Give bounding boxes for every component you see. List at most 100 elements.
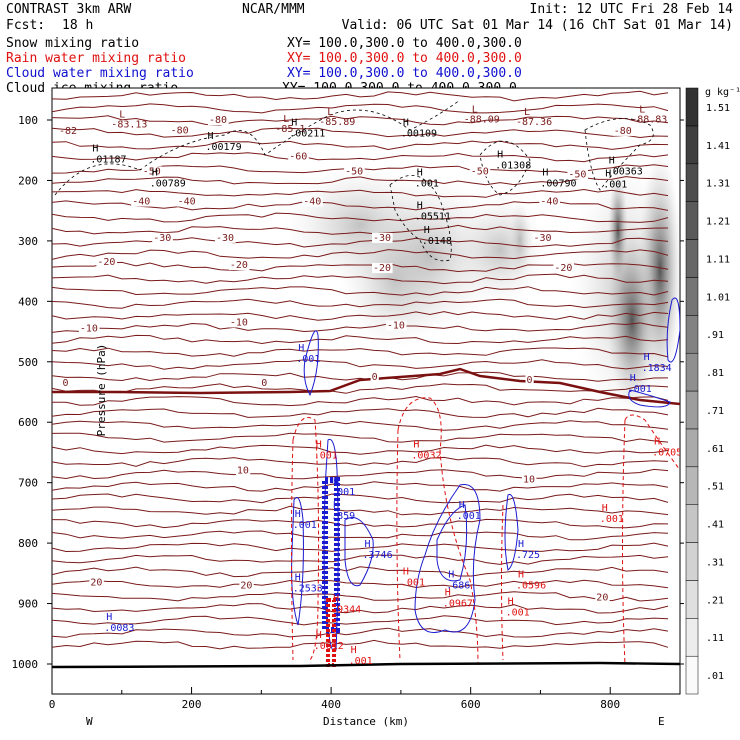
ground-line <box>52 661 680 669</box>
cloud-water-max-marker: H <box>333 500 339 511</box>
temperature-label-bg <box>141 166 163 177</box>
temperature-contour-line <box>52 591 669 602</box>
cloud-water-max-marker: H <box>295 573 301 584</box>
colorbar-segment <box>685 163 699 202</box>
cloud-water-max-value: .1834 <box>642 363 672 374</box>
x-tick-label: 200 <box>182 698 202 711</box>
snow-shading <box>285 150 680 420</box>
y-tick-label: 1000 <box>12 658 39 671</box>
snow-ice-max-value: .05511 <box>415 212 451 223</box>
temperature-label-bg <box>469 166 491 177</box>
temperature-label-bg <box>176 196 198 207</box>
snow-ice-max-marker: H <box>417 201 423 212</box>
temperature-label: -80 <box>614 126 632 137</box>
temperature-label: -30 <box>153 233 171 244</box>
cloud-water-contours <box>291 297 680 652</box>
org-title: NCAR/MMM <box>242 2 305 17</box>
colorbar-label: .01 <box>706 671 724 682</box>
temperature-contour-line <box>52 127 669 139</box>
cloud-water-max-marker: H <box>295 509 301 520</box>
temperature-label: -30 <box>373 233 391 244</box>
temperature-contour-line <box>52 212 669 223</box>
temperature-contour-line <box>52 627 669 638</box>
cloud-water-max-marker: H <box>644 352 650 363</box>
fcst-value: 18 h <box>62 18 93 33</box>
snow-ice-max-marker: H <box>605 169 611 180</box>
snow-ice-max-value: .01308 <box>495 160 531 171</box>
temperature-label: 20 <box>90 577 102 588</box>
snow-ice-max-marker: H <box>92 143 98 154</box>
temperature-contour-line <box>52 444 669 455</box>
temperature-label: 20 <box>596 593 608 604</box>
low-center-value: -88.83 <box>631 114 667 125</box>
temperature-contour-line <box>52 311 669 321</box>
temperature-label: 20 <box>240 580 252 591</box>
temperature-label: 0 <box>527 375 533 386</box>
temperature-label: -20 <box>554 263 572 274</box>
field-xy-rain: XY= 100.0,300.0 to 400.0,300.0 <box>287 51 522 66</box>
temperature-label-bg <box>228 260 250 271</box>
y-tick-label: 400 <box>18 295 38 308</box>
temperature-contour-line <box>52 103 669 114</box>
cloud-water-max-value: .725 <box>516 550 540 561</box>
temperature-contour-line <box>52 530 669 541</box>
cloud-water-max-marker: H <box>298 343 304 354</box>
temperature-label-bg <box>595 592 610 603</box>
temperature-label-bg <box>567 169 588 180</box>
y-tick-label: 300 <box>18 235 38 248</box>
temperature-label-bg <box>78 323 100 334</box>
valid-time: Valid: 06 UTC Sat 01 Mar 14 (16 ChT Sat … <box>342 18 733 33</box>
temperature-contour-line <box>52 200 669 211</box>
rain-max-value: .001 <box>401 577 425 588</box>
temperature-contour-line <box>52 359 669 370</box>
snow-ice-max-value: .00109 <box>401 128 437 139</box>
temperature-label: -40 <box>178 197 196 208</box>
temperature-label-bg <box>89 577 104 588</box>
colorbar-label: .21 <box>706 595 724 606</box>
x-axis: 0 200 400 600 800 <box>49 687 681 711</box>
temperature-contour-line <box>52 322 669 333</box>
colorbar-label: 1.31 <box>706 179 730 190</box>
temperature-label-bg <box>96 257 117 268</box>
temperature-contour-line <box>52 493 669 504</box>
temperature-contour-line <box>52 603 669 614</box>
temperature-contour-line <box>52 481 669 492</box>
colorbar-unit: g kg⁻¹ <box>705 87 740 98</box>
x-tick-label: 800 <box>600 698 620 711</box>
rain-max-value: .0705 <box>652 448 682 459</box>
rain-max-value: .001 <box>506 608 530 619</box>
temperature-contour-line <box>52 224 669 235</box>
west-label: W <box>86 715 93 728</box>
low-center-marker: L <box>119 109 125 120</box>
temperature-label: -10 <box>230 318 248 329</box>
y-axis-label: Pressure (hPa) <box>95 344 108 437</box>
snow-ice-max-value: .001 <box>415 179 439 190</box>
colorbar-segment <box>685 87 699 127</box>
rain-max-marker: H <box>602 503 608 514</box>
colorbar-label: 1.41 <box>706 141 730 152</box>
temperature-label: -80 <box>209 115 227 126</box>
y-tick-label: 500 <box>18 356 38 369</box>
field-xy-snow: XY= 100.0,300.0 to 400.0,300.0 <box>287 36 522 51</box>
low-center-marker: L <box>472 104 478 115</box>
snow-ice-max-marker: H <box>497 149 503 160</box>
zero-degree-isotherm <box>52 367 680 406</box>
temperature-label-bg <box>260 378 269 388</box>
temperature-label: -30 <box>216 233 234 244</box>
field-name-snow: Snow mixing ratio <box>6 36 139 51</box>
init-time: Init: 12 UTC Fri 28 Feb 14 <box>530 2 734 17</box>
colorbar-segment <box>685 655 699 695</box>
temperature-label: 0 <box>63 378 69 389</box>
colorbar-label: 1.51 <box>706 103 730 114</box>
temperature-contour-line <box>52 456 669 468</box>
temperature-label-bg <box>525 374 534 385</box>
temperature-label: -50 <box>143 166 161 177</box>
snow-ice-max-value: .0148 <box>422 236 452 247</box>
temperature-label-bg <box>228 317 250 328</box>
temperature-contour-line <box>52 615 669 626</box>
temperature-label-bg <box>288 151 309 162</box>
temperature-label: -10 <box>80 324 98 335</box>
rain-max-marker: H <box>333 594 339 605</box>
cloud-water-max-value: .001 <box>296 354 320 365</box>
